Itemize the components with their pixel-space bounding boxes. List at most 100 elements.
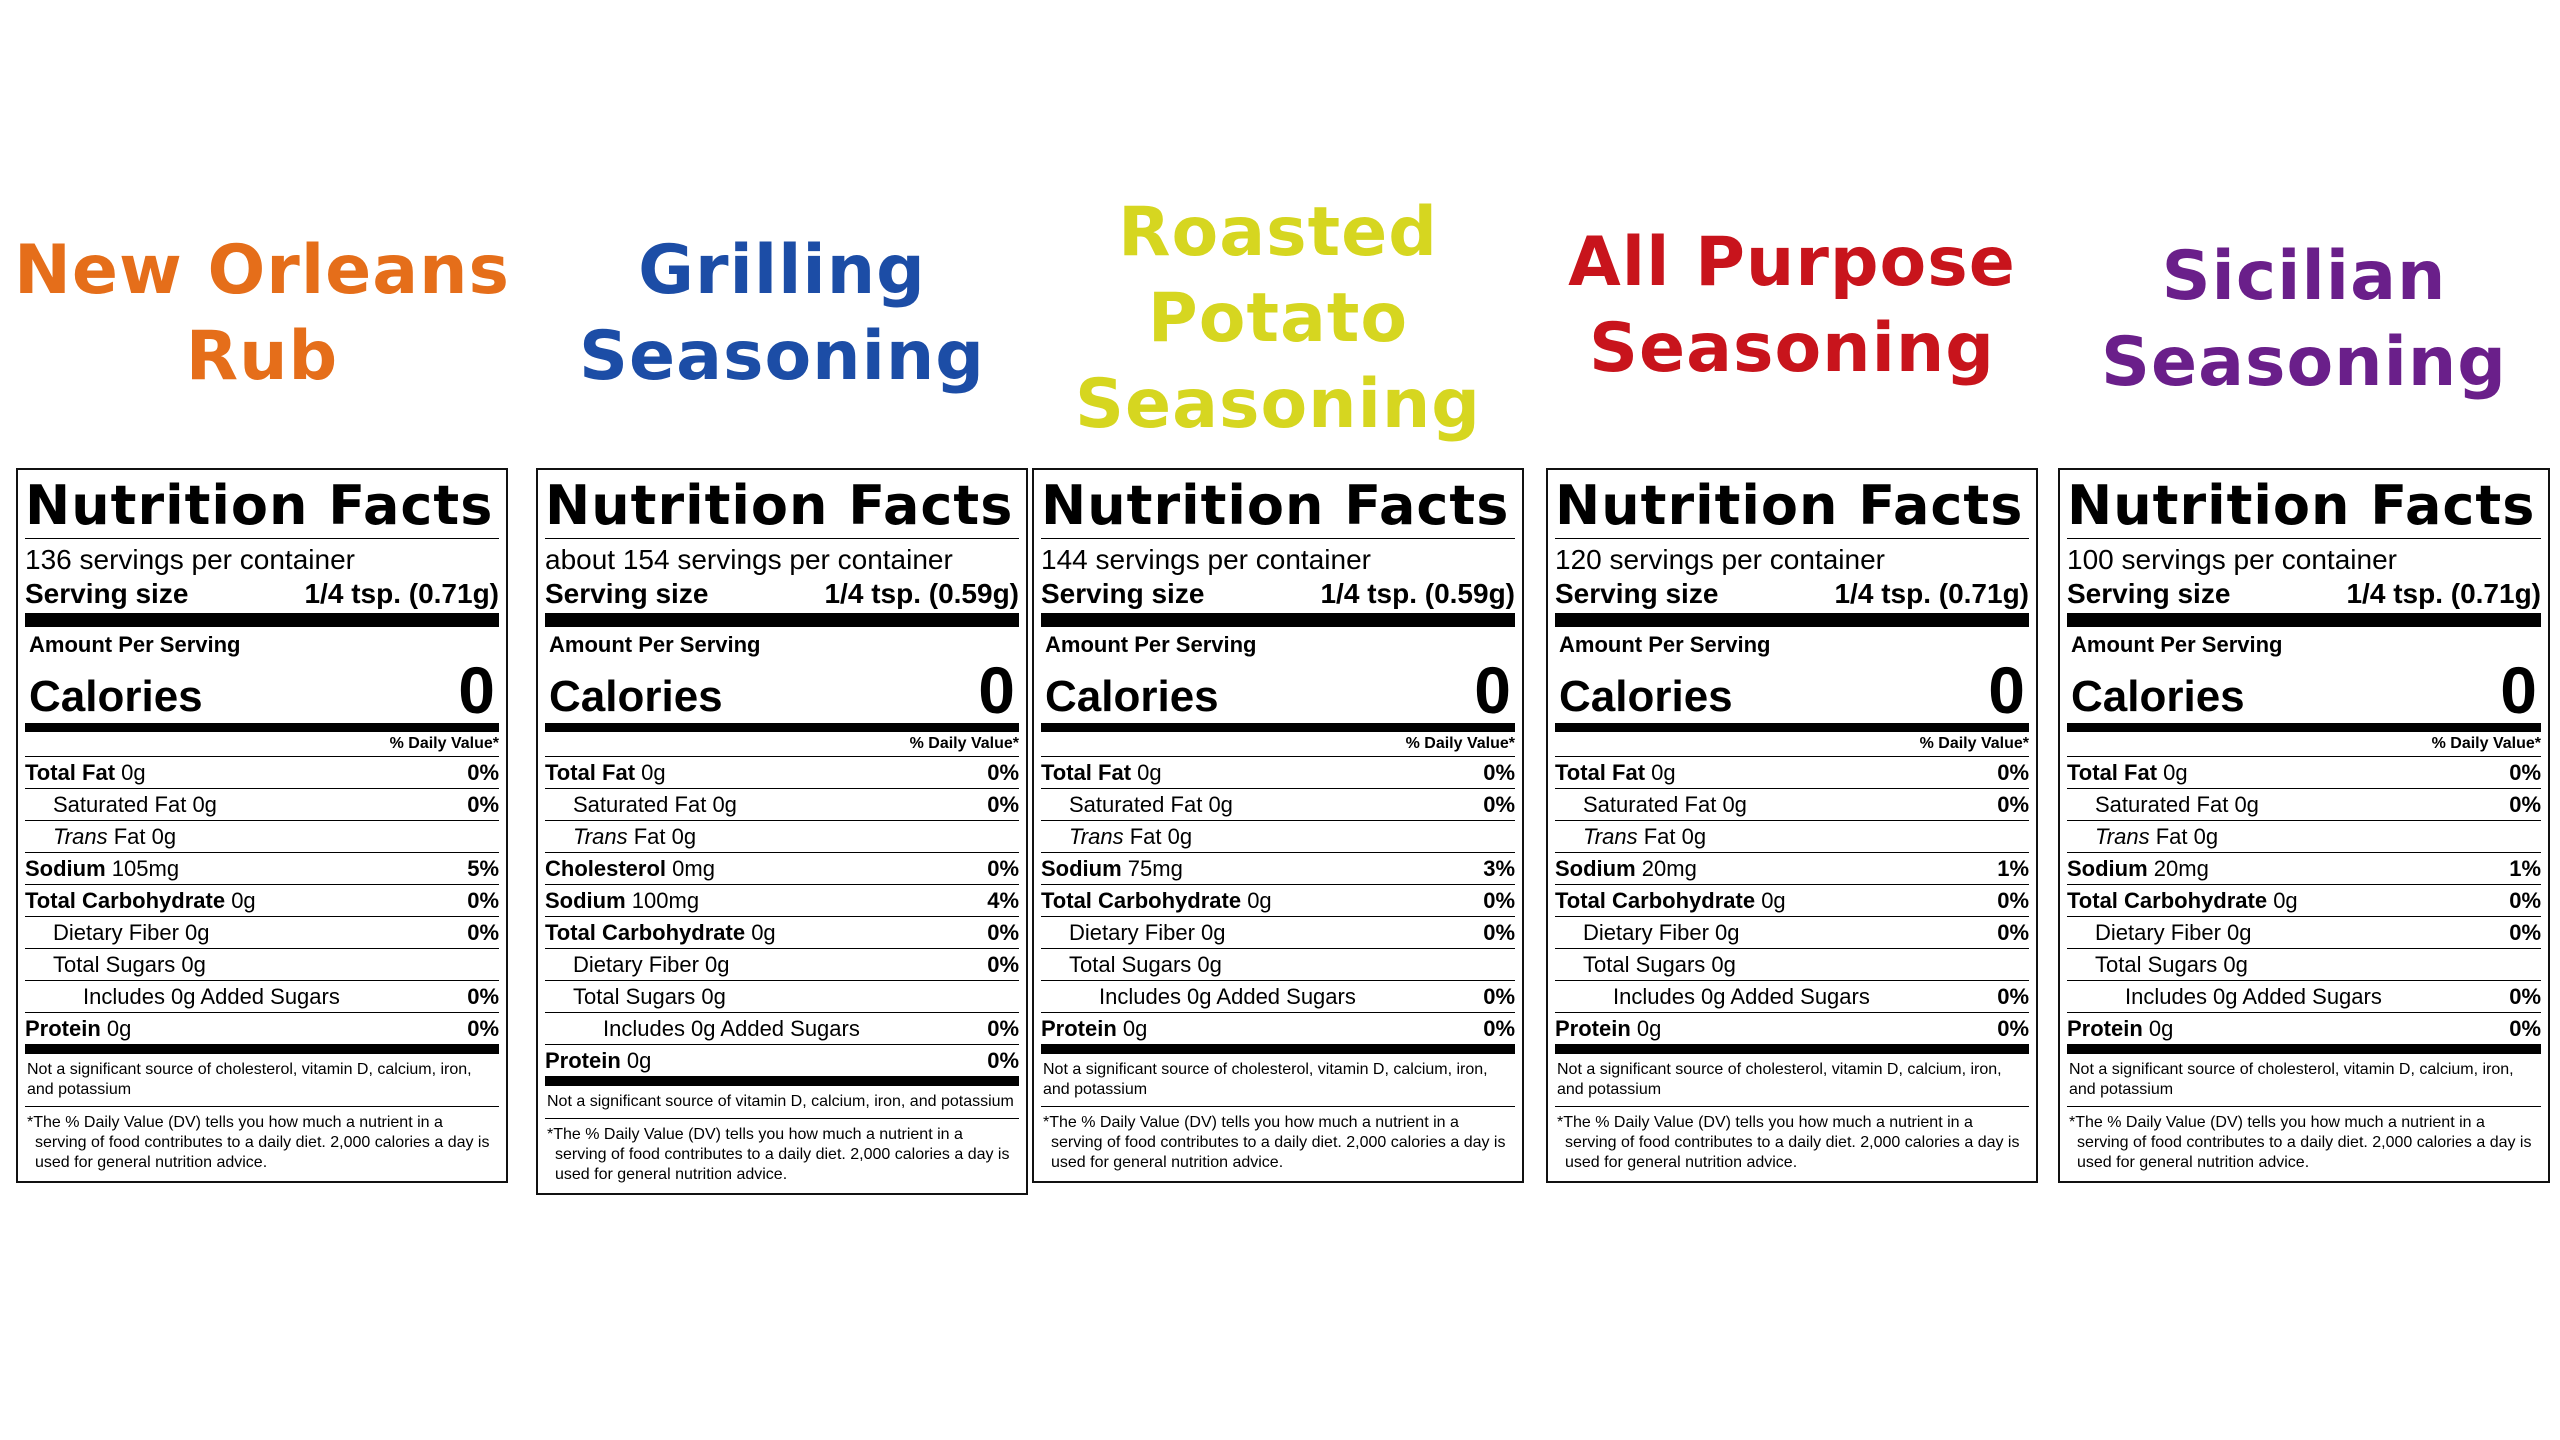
- nutrient-label: Trans Fat 0g: [1069, 821, 1192, 852]
- nutrient-label: Protein 0g: [2067, 1013, 2173, 1044]
- nutrient-label: Sodium 100mg: [545, 885, 699, 916]
- nutrient-daily-value: 0%: [1997, 920, 2029, 945]
- nutrient-name: Sodium: [2067, 856, 2148, 881]
- nutrient-row-trans-fat: Trans Fat 0g: [1555, 821, 2029, 853]
- product-title-line: Roasted: [1118, 193, 1438, 272]
- amount-per-serving: Amount Per Serving: [2071, 632, 2283, 657]
- nutrient-daily-value: 0%: [467, 920, 499, 945]
- seasoning-column-roasted-potato-seasoning: Roasted Potato Seasoning Nutrition Facts…: [1032, 0, 1524, 1440]
- daily-value-header: % Daily Value*: [1041, 732, 1515, 757]
- daily-value-disclaimer: *The % Daily Value (DV) tells you how mu…: [1555, 1106, 2029, 1173]
- serving-size-value: 1/4 tsp. (0.71g): [1834, 578, 2029, 609]
- nutrient-name: Sodium: [1041, 856, 1122, 881]
- nutrient-name: Trans: [2095, 824, 2150, 849]
- serving-size-row: Serving size 1/4 tsp. (0.71g): [1555, 577, 2029, 627]
- nutrient-name: Total Sugars: [573, 984, 696, 1009]
- nutrient-label: Includes 0g Added Sugars: [1613, 981, 1870, 1012]
- nutrient-name: Dietary Fiber: [1069, 920, 1195, 945]
- nutrient-label: Protein 0g: [1555, 1013, 1661, 1044]
- nutrient-label: Dietary Fiber 0g: [1583, 917, 1740, 948]
- calories-label: Calories: [549, 672, 723, 721]
- nutrient-daily-value: 0%: [1483, 1016, 1515, 1041]
- nutrient-row-total-sugars: Total Sugars 0g: [1555, 949, 2029, 981]
- nutrient-amount: 0g: [751, 920, 776, 945]
- nutrient-row-total-sugars: Total Sugars 0g: [1041, 949, 1515, 981]
- nutrient-row-total-carbohydrate: Total Carbohydrate 0g 0%: [545, 917, 1019, 949]
- nutrient-name: Sodium: [25, 856, 106, 881]
- nutrient-name: Total Carbohydrate: [25, 888, 226, 913]
- nutrient-amount: 0g: [121, 760, 146, 785]
- nutrient-name: Total Carbohydrate: [2067, 888, 2268, 913]
- nutrient-label: Dietary Fiber 0g: [2095, 917, 2252, 948]
- nutrition-facts-heading: Nutrition Facts: [1555, 476, 2029, 539]
- nutrient-label: Includes 0g Added Sugars: [83, 981, 340, 1012]
- nutrient-amount: Fat 0g: [633, 824, 697, 849]
- nutrient-row-sodium: Sodium 20mg 1%: [1555, 853, 2029, 885]
- nutrient-amount: 0g: [1201, 920, 1226, 945]
- serving-size-value: 1/4 tsp. (0.59g): [824, 578, 1019, 609]
- nutrient-daily-value: 0%: [2509, 792, 2541, 817]
- calories-label: Calories: [1559, 672, 1733, 721]
- serving-size-label: Serving size: [545, 578, 709, 609]
- nutrient-name: Cholesterol: [545, 856, 667, 881]
- product-title-line: All Purpose: [1568, 223, 2016, 302]
- nutrient-row-dietary-fiber: Dietary Fiber 0g 0%: [1041, 917, 1515, 949]
- nutrient-name: Dietary Fiber: [573, 952, 699, 977]
- nutrient-amount: 0g: [192, 792, 217, 817]
- nutrient-amount: 0g: [701, 984, 726, 1009]
- nutrient-row-dietary-fiber: Dietary Fiber 0g 0%: [2067, 917, 2541, 949]
- nutrient-daily-value: 0%: [1483, 920, 1515, 945]
- nutrient-amount: 0g: [1247, 888, 1272, 913]
- daily-value-header: % Daily Value*: [545, 732, 1019, 757]
- serving-size-value: 1/4 tsp. (0.59g): [1320, 578, 1515, 609]
- nutrient-row-sodium: Sodium 105mg 5%: [25, 853, 499, 885]
- nutrient-name: Dietary Fiber: [2095, 920, 2221, 945]
- nutrient-row-total-fat: Total Fat 0g 0%: [2067, 757, 2541, 789]
- calories-label: Calories: [2071, 672, 2245, 721]
- nutrient-label: Protein 0g: [545, 1045, 651, 1076]
- nutrient-row-total-sugars: Total Sugars 0g: [2067, 949, 2541, 981]
- nutrient-amount: 0g: [2163, 760, 2188, 785]
- nutrient-daily-value: 0%: [1997, 888, 2029, 913]
- nutrient-amount: 0g: [2273, 888, 2298, 913]
- nutrient-amount: 100mg: [631, 888, 700, 913]
- nutrient-name: Trans: [1583, 824, 1638, 849]
- nutrient-daily-value: 0%: [467, 792, 499, 817]
- product-title-line: Grilling: [638, 231, 926, 310]
- nutrient-row-added-sugars: Includes 0g Added Sugars 0%: [1555, 981, 2029, 1013]
- nutrient-daily-value: 5%: [467, 856, 499, 881]
- product-title-line: Seasoning: [1075, 365, 1481, 444]
- not-significant-source-note: Not a significant source of vitamin D, c…: [547, 1093, 1014, 1110]
- nutrient-daily-value: 0%: [2509, 888, 2541, 913]
- nutrient-name: Total Fat: [545, 760, 636, 785]
- nutrient-label: Total Carbohydrate 0g: [545, 917, 776, 948]
- nutrient-amount: 105mg: [111, 856, 180, 881]
- nutrient-amount: 0g: [705, 952, 730, 977]
- nutrient-amount: 0g: [231, 888, 256, 913]
- nutrient-label: Total Sugars 0g: [1583, 949, 1736, 980]
- nutrient-label: Total Fat 0g: [2067, 757, 2188, 788]
- nutrient-row-total-fat: Total Fat 0g 0%: [545, 757, 1019, 789]
- nutrient-row-total-fat: Total Fat 0g 0%: [1555, 757, 2029, 789]
- servings-per-container: 144 servings per container: [1041, 544, 1371, 575]
- nutrient-name: Saturated Fat: [2095, 792, 2229, 817]
- calories-value: 0: [1474, 653, 1511, 727]
- nutrient-name: Trans: [53, 824, 108, 849]
- serving-size-value: 1/4 tsp. (0.71g): [304, 578, 499, 609]
- nutrient-label: Total Carbohydrate 0g: [1555, 885, 1786, 916]
- nutrient-name: Total Sugars: [53, 952, 176, 977]
- nutrient-name: Protein: [2067, 1016, 2143, 1041]
- nutrient-amount: 0g: [1208, 792, 1233, 817]
- nutrient-name: Includes 0g Added Sugars: [2125, 984, 2382, 1009]
- nutrient-amount: 0g: [2223, 952, 2248, 977]
- nutrient-daily-value: 0%: [1997, 984, 2029, 1009]
- nutrient-row-protein: Protein 0g 0%: [545, 1045, 1019, 1086]
- nutrient-label: Total Sugars 0g: [1069, 949, 1222, 980]
- nutrient-label: Protein 0g: [25, 1013, 131, 1044]
- product-title: New Orleans Rub: [0, 220, 548, 400]
- nutrient-amount: 0g: [185, 920, 210, 945]
- nutrient-name: Trans: [1069, 824, 1124, 849]
- calories-value: 0: [978, 653, 1015, 727]
- nutrient-row-protein: Protein 0g 0%: [25, 1013, 499, 1054]
- nutrient-label: Saturated Fat 0g: [53, 789, 217, 820]
